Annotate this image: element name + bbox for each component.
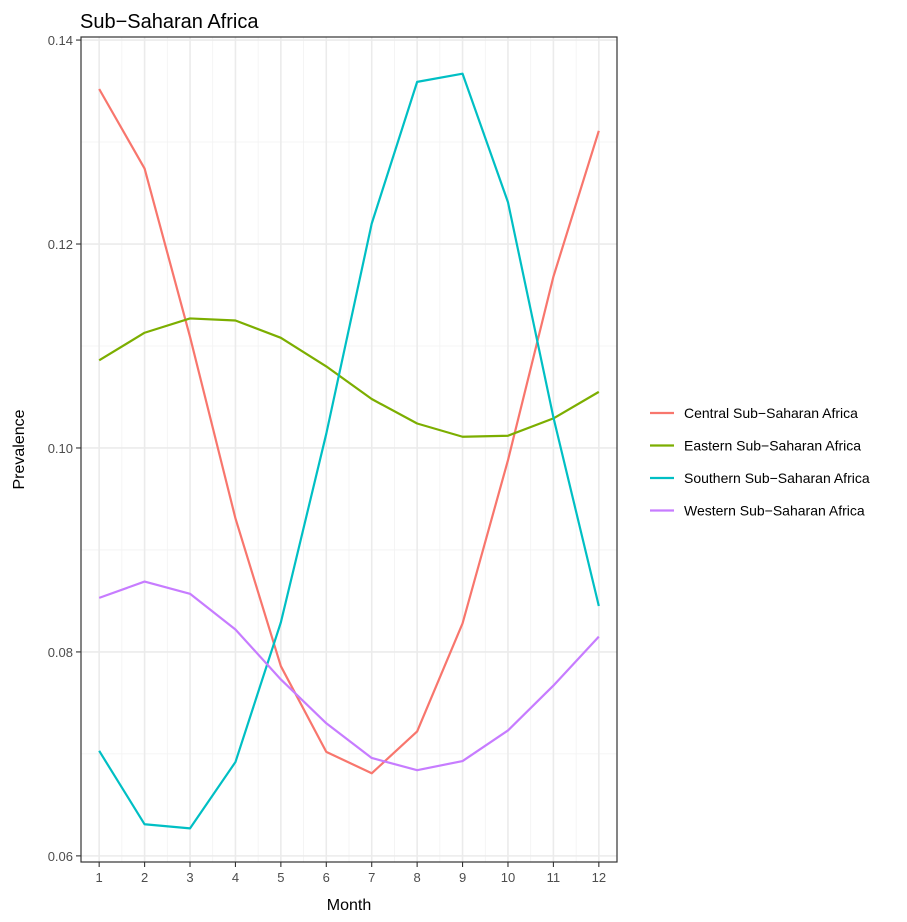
axis-ticks: 0.060.080.100.120.141 2 3 4 5 6 7 8 9 10 11 12 bbox=[48, 33, 606, 885]
x-tick-label: 12 bbox=[592, 870, 606, 885]
legend-label-3: Southern Sub−Saharan Africa bbox=[684, 470, 870, 486]
legend-label-4: Western Sub−Saharan Africa bbox=[684, 503, 865, 519]
x-tick-label: 5 bbox=[277, 870, 284, 885]
x-tick-label: 7 bbox=[368, 870, 375, 885]
legend-label-2: Eastern Sub−Saharan Africa bbox=[684, 438, 861, 454]
legend: Central Sub−Saharan Africa Eastern Sub−Sa… bbox=[650, 405, 870, 519]
series-lines bbox=[98, 72, 600, 830]
y-tick-label: 0.14 bbox=[48, 33, 73, 48]
x-tick-label: 11 bbox=[547, 870, 561, 885]
x-tick-label: 10 bbox=[501, 870, 515, 885]
series-line-3 bbox=[98, 72, 600, 830]
x-axis-title: Month bbox=[327, 897, 371, 914]
x-tick-label: 8 bbox=[414, 870, 421, 885]
x-tick-label: 4 bbox=[232, 870, 239, 885]
series-line-1 bbox=[98, 88, 600, 775]
series-line-2 bbox=[98, 317, 600, 438]
x-tick-label: 3 bbox=[186, 870, 193, 885]
y-tick-label: 0.06 bbox=[48, 849, 73, 864]
series-line-4 bbox=[98, 580, 600, 772]
x-tick-label: 6 bbox=[323, 870, 330, 885]
y-tick-label: 0.10 bbox=[48, 441, 73, 456]
y-axis-title: Prevalence bbox=[11, 409, 28, 489]
x-tick-label: 2 bbox=[141, 870, 148, 885]
x-tick-label: 9 bbox=[459, 870, 466, 885]
x-tick-label: 1 bbox=[96, 870, 103, 885]
y-tick-label: 0.08 bbox=[48, 645, 73, 660]
panel-border bbox=[80, 36, 618, 863]
y-tick-label: 0.12 bbox=[48, 237, 73, 252]
chart-title: Sub−Saharan Africa bbox=[80, 11, 259, 33]
legend-label-1: Central Sub−Saharan Africa bbox=[684, 405, 858, 421]
